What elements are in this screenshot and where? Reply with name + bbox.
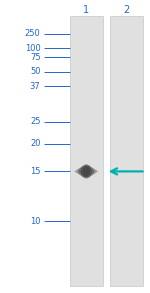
Text: 15: 15 xyxy=(30,167,40,176)
Text: 250: 250 xyxy=(25,29,40,38)
Ellipse shape xyxy=(83,166,90,177)
Ellipse shape xyxy=(81,164,92,178)
Ellipse shape xyxy=(78,166,94,177)
Text: 37: 37 xyxy=(30,82,40,91)
Text: 20: 20 xyxy=(30,139,40,148)
Text: 10: 10 xyxy=(30,217,40,226)
Text: 2: 2 xyxy=(123,5,129,15)
Text: 75: 75 xyxy=(30,53,40,62)
Ellipse shape xyxy=(74,170,99,173)
Text: 25: 25 xyxy=(30,117,40,126)
Bar xyxy=(110,16,142,286)
Text: 1: 1 xyxy=(83,5,89,15)
Text: 100: 100 xyxy=(25,44,40,53)
Ellipse shape xyxy=(75,168,97,175)
Text: 50: 50 xyxy=(30,67,40,76)
Bar xyxy=(70,16,103,286)
